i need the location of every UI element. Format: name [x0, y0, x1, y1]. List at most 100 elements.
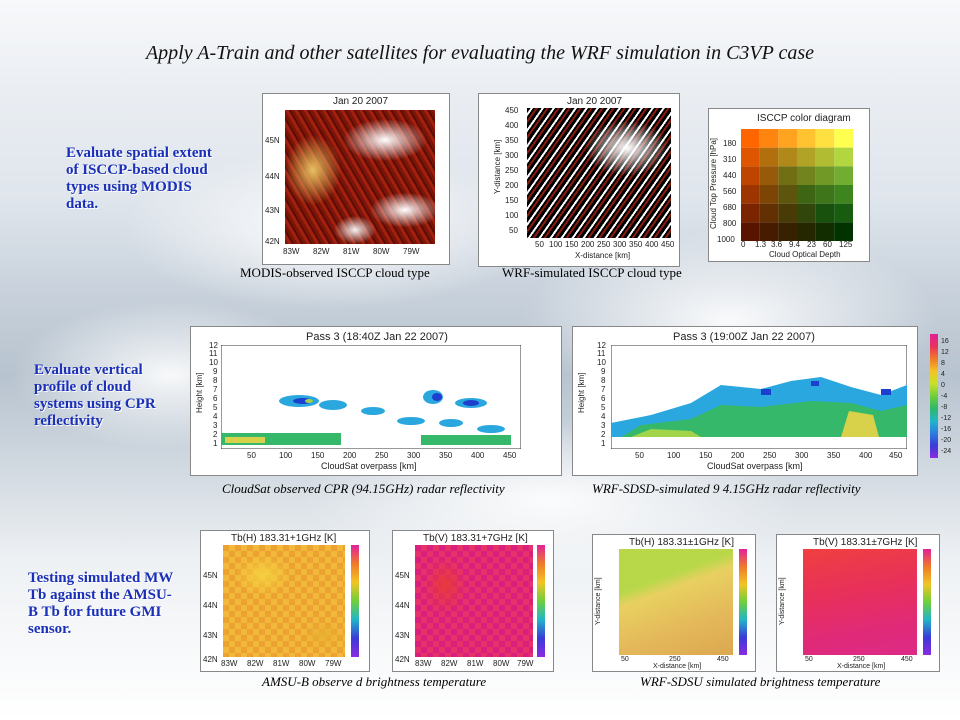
isccp-cell: [834, 166, 853, 185]
y-tick: 3: [213, 421, 218, 430]
y-tick: 5: [213, 403, 218, 412]
y-tick: 5: [601, 403, 606, 412]
y-tick: 250: [505, 166, 519, 175]
y-tick: 8: [213, 376, 218, 385]
reflectivity-colorbar: 16 12 8 4 0 -4 -8 -12 -16 -20 -24: [928, 334, 956, 464]
isccp-cell: [741, 166, 760, 185]
isccp-cell: [797, 222, 816, 241]
x-tick: 50: [247, 451, 256, 460]
colorbar-tick: 16: [941, 338, 949, 345]
isccp-cell: [741, 203, 760, 223]
lat-tick: 43N: [203, 631, 218, 640]
y-tick: 680: [723, 203, 737, 212]
isccp-cell: [834, 222, 853, 241]
lon-tick: 81W: [467, 659, 484, 668]
wrf-sdsd-plot: [611, 345, 907, 449]
colorbar-tick: -12: [941, 415, 952, 422]
lon-tick: 82W: [247, 659, 264, 668]
y-axis-label: Y-distance [km]: [779, 577, 786, 625]
x-tick: 450: [661, 240, 675, 249]
tb-colorbar: [923, 549, 931, 655]
y-tick: 440: [723, 171, 737, 180]
y-tick: 50: [509, 226, 518, 235]
x-tick: 400: [471, 451, 485, 460]
lat-tick: 42N: [203, 655, 218, 664]
x-tick: 150: [311, 451, 325, 460]
y-axis-label: Height [km]: [577, 372, 586, 413]
x-tick: 400: [859, 451, 873, 460]
y-tick: 6: [601, 394, 606, 403]
lat-tick: 44N: [395, 601, 410, 610]
isccp-cell: [741, 185, 760, 204]
isccp-cell: [778, 203, 797, 223]
wrf-sdsd-panel: Pass 3 (19:00Z Jan 22 2007) Height [km] …: [572, 326, 918, 476]
y-tick: 400: [505, 121, 519, 130]
x-tick: 350: [439, 451, 453, 460]
x-tick-row: 50: [621, 656, 629, 663]
lat-tick: 43N: [265, 206, 280, 215]
caption-amsub: AMSU-B observe d brightness temperature: [262, 674, 487, 689]
isccp-cell: [834, 147, 853, 167]
y-tick: 12: [597, 341, 606, 350]
y-tick: 800: [723, 219, 737, 228]
tb-colorbar: [739, 549, 747, 655]
map-image: [223, 545, 345, 657]
lon-tick: 81W: [273, 659, 290, 668]
isccp-cell: [759, 166, 779, 185]
x-tick: 300: [407, 451, 421, 460]
isccp-cell: [759, 222, 779, 241]
x-tick: 300: [613, 240, 627, 249]
y-axis-label: Cloud Top Pressure [hPa]: [709, 137, 718, 229]
caption-cloudsat-observed: CloudSat observed CPR (94.15GHz) radar r…: [222, 481, 505, 496]
x-tick: 250: [597, 240, 611, 249]
page-title: Apply A-Train and other satellites for e…: [145, 42, 815, 64]
lon-tick: 79W: [403, 247, 420, 256]
isccp-cell: [741, 147, 760, 167]
y-tick: 7: [601, 385, 606, 394]
wrf-cloudtype-map: Jan 20 2007 Y-distance [km] 450 400 350 …: [478, 93, 680, 267]
lon-tick: 82W: [441, 659, 458, 668]
x-tick-row: 250: [669, 656, 681, 663]
map-image: [619, 549, 733, 655]
y-tick: 1000: [717, 235, 735, 244]
isccp-cell: [815, 203, 835, 223]
lat-tick: 45N: [395, 571, 410, 580]
tb-colorbar: [537, 545, 545, 657]
panel-title: Tb(H) 183.31+1GHz [K]: [231, 533, 337, 544]
colorbar-tick: -20: [941, 437, 952, 444]
lon-tick: 80W: [373, 247, 390, 256]
x-tick: 1.3: [755, 240, 767, 249]
caption-wrf-cloudtype: WRF-simulated ISCCP cloud type: [502, 265, 682, 280]
x-axis-label: CloudSat overpass [km]: [321, 461, 417, 471]
isccp-cell: [778, 129, 797, 148]
colorbar-gradient: [930, 334, 938, 458]
amsub-tbh-map: Tb(H) 183.31+1GHz [K] 45N 44N 43N 42N 83…: [200, 530, 370, 672]
x-tick: 50: [635, 451, 644, 460]
lon-tick: 83W: [221, 659, 238, 668]
y-tick: 350: [505, 136, 519, 145]
x-tick: 100: [549, 240, 563, 249]
y-tick: 3: [601, 421, 606, 430]
colorbar-tick: -4: [941, 393, 948, 400]
x-axis-label: X-distance [km]: [653, 663, 702, 670]
isccp-cell: [797, 147, 816, 167]
lat-tick: 43N: [395, 631, 410, 640]
isccp-cell: [815, 129, 835, 148]
lat-tick: 42N: [265, 237, 280, 246]
y-tick: 9: [601, 367, 606, 376]
y-axis-label: Y-distance [km]: [595, 577, 602, 625]
isccp-cell: [759, 129, 779, 148]
y-tick: 2: [213, 430, 218, 439]
x-tick: 9.4: [789, 240, 801, 249]
isccp-cell: [797, 203, 816, 223]
x-axis-label: X-distance [km]: [837, 663, 886, 670]
lat-tick: 44N: [265, 172, 280, 181]
y-tick: 4: [601, 412, 606, 421]
x-tick: 450: [889, 451, 903, 460]
lon-tick: 79W: [517, 659, 534, 668]
x-tick-row: 250: [853, 656, 865, 663]
y-tick: 450: [505, 106, 519, 115]
x-axis-label: CloudSat overpass [km]: [707, 461, 803, 471]
caption-wrf-sdsu: WRF-SDSU simulated brightness temperatur…: [640, 674, 881, 689]
isccp-cell: [834, 185, 853, 204]
